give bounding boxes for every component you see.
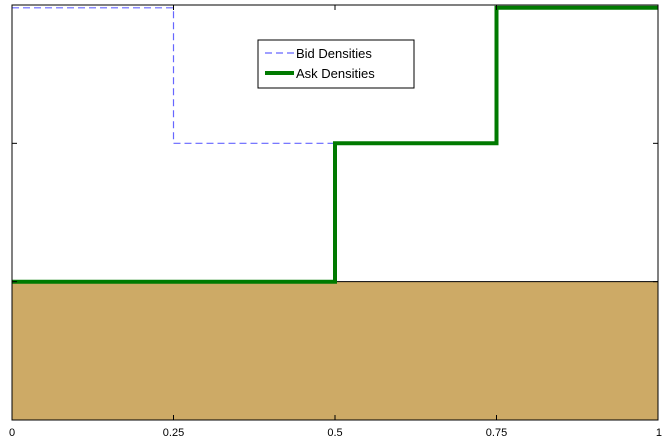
legend-label-ask: Ask Densities xyxy=(296,66,375,81)
legend-label-bid: Bid Densities xyxy=(296,46,372,61)
legend-box xyxy=(257,39,415,89)
x-tick-label: 0.75 xyxy=(486,427,507,439)
series-ask-densities xyxy=(12,5,658,284)
shaded-region xyxy=(12,281,658,420)
series-bid-densities xyxy=(12,7,335,144)
x-tick-label: 0.5 xyxy=(327,427,342,439)
x-tick-label: 0 xyxy=(9,427,15,439)
x-tick-label: 0.25 xyxy=(163,427,184,439)
legend: Bid Densities Ask Densities xyxy=(257,39,415,89)
x-tick-label: 1 xyxy=(656,427,662,439)
